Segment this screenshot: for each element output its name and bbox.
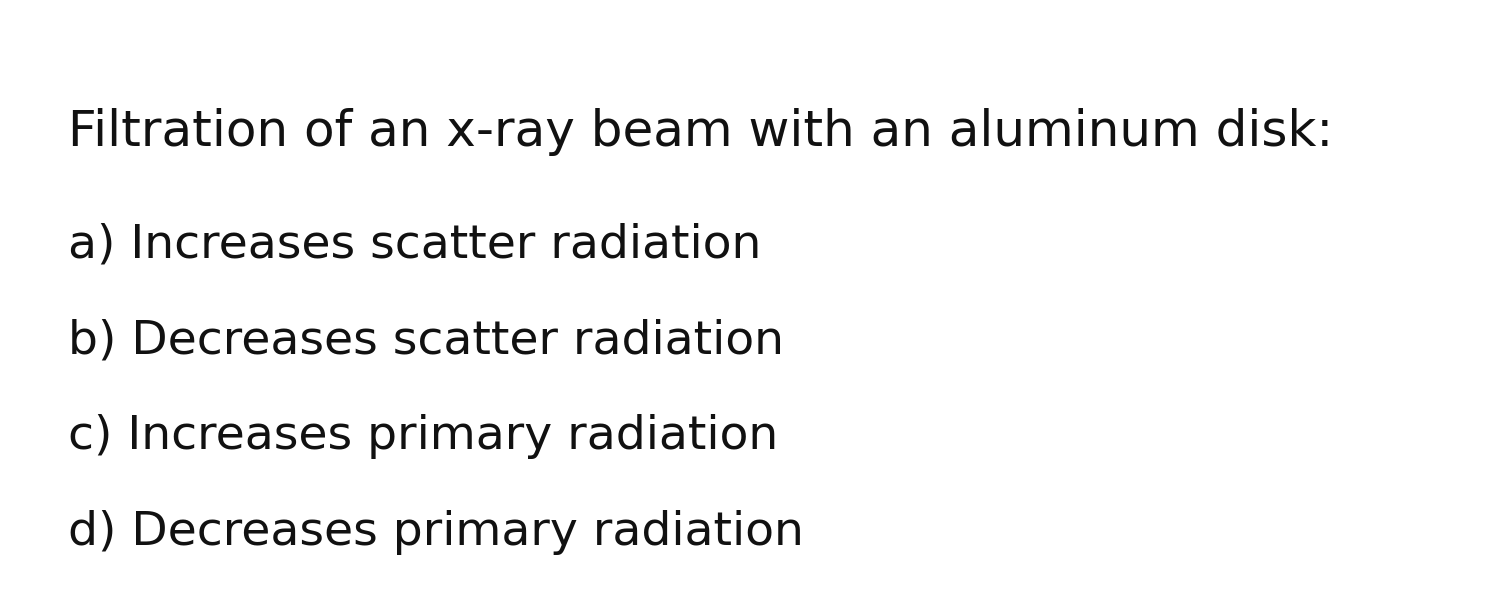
Text: c) Increases primary radiation: c) Increases primary radiation xyxy=(68,414,777,459)
Text: Filtration of an x-ray beam with an aluminum disk:: Filtration of an x-ray beam with an alum… xyxy=(68,108,1332,156)
Text: a) Increases scatter radiation: a) Increases scatter radiation xyxy=(68,222,760,267)
Text: d) Decreases primary radiation: d) Decreases primary radiation xyxy=(68,510,804,555)
Text: b) Decreases scatter radiation: b) Decreases scatter radiation xyxy=(68,318,783,363)
